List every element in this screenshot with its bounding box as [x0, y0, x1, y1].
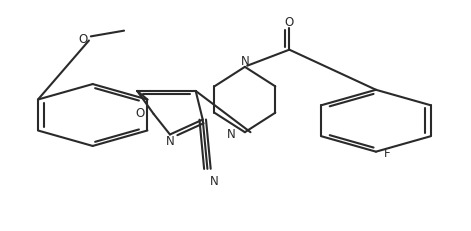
- Text: N: N: [210, 174, 219, 187]
- Text: N: N: [241, 55, 249, 68]
- Text: N: N: [166, 135, 174, 148]
- Text: O: O: [136, 107, 145, 120]
- Text: N: N: [227, 127, 235, 140]
- Text: O: O: [285, 15, 294, 28]
- Text: F: F: [384, 147, 391, 160]
- Text: O: O: [79, 33, 88, 46]
